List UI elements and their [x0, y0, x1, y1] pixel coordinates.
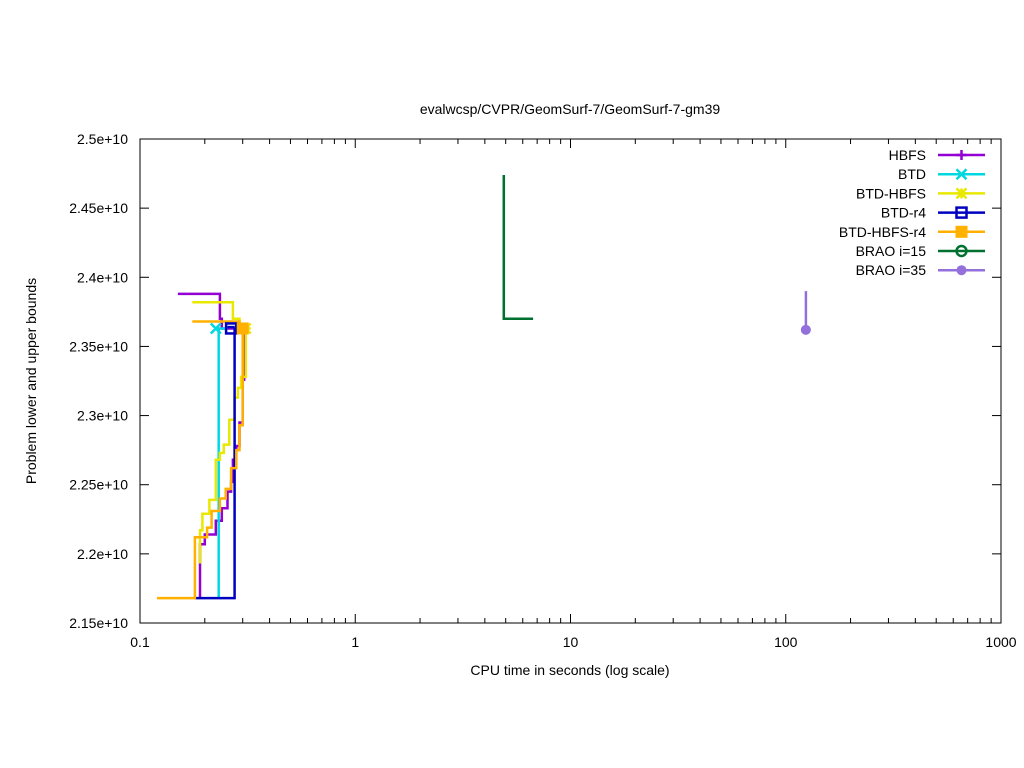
- y-tick-label: 2.45e+10: [69, 200, 128, 216]
- x-tick-label: 1000: [985, 634, 1016, 650]
- data-point: [224, 322, 238, 335]
- series-lower-bound-line: [198, 328, 246, 599]
- legend-label: BTD-r4: [881, 205, 926, 221]
- series-brao-i-15: [502, 175, 534, 321]
- legend-item: BTD: [898, 166, 985, 182]
- legend-label: BRAO i=15: [856, 243, 927, 259]
- x-tick-label: 0.1: [130, 634, 150, 650]
- y-axis-label: Problem lower and upper bounds: [23, 278, 39, 484]
- legend-item: HBFS: [889, 147, 985, 163]
- legend-item: BTD-HBFS: [856, 185, 985, 201]
- y-tick-label: 2.3e+10: [77, 408, 128, 424]
- legend-label: BTD-HBFS-r4: [839, 224, 926, 240]
- y-tick-label: 2.25e+10: [69, 477, 128, 493]
- x-tick-label: 1: [351, 634, 359, 650]
- legend-marker: [956, 150, 967, 160]
- chart-title: evalwcsp/CVPR/GeomSurf-7/GeomSurf-7-gm39: [420, 101, 721, 117]
- y-tick-label: 2.5e+10: [77, 131, 128, 147]
- series-upper-bound-line: [502, 175, 534, 321]
- y-tick-label: 2.2e+10: [77, 546, 128, 562]
- legend-label: HBFS: [889, 147, 926, 163]
- legend-marker: [955, 206, 968, 219]
- legend-marker: [955, 225, 968, 238]
- series-lower-bound-line: [198, 328, 248, 564]
- series-btd: [215, 327, 228, 599]
- x-tick-label: 100: [774, 634, 798, 650]
- plot-frame: [139, 138, 1002, 624]
- legend-marker: [955, 244, 968, 258]
- legend-item: BRAO i=15: [856, 243, 985, 259]
- legend-label: BRAO i=35: [856, 262, 927, 278]
- y-tick-label: 2.35e+10: [69, 338, 128, 354]
- data-point: [236, 322, 249, 335]
- legend-marker: [955, 187, 968, 200]
- series: [157, 175, 808, 600]
- series-btd-r4: [194, 325, 236, 600]
- y-tick-label: 2.4e+10: [77, 269, 128, 285]
- legend-item: BTD-HBFS-r4: [839, 224, 985, 240]
- legend: HBFS BTD BTD-HBFS BTD-r4 BTD-HBFS-r4 BRAO i=1…: [839, 147, 985, 278]
- x-tick-label: 10: [563, 634, 579, 650]
- legend-marker: [955, 168, 968, 181]
- series-lower-bound-line: [194, 327, 236, 600]
- ticks: 2.15e+10 2.2e+10 2.25e+10 2.3e+10 2.35e+10 2.…: [69, 131, 1017, 650]
- legend-marker: [956, 265, 967, 276]
- legend-label: BTD: [898, 166, 926, 182]
- markers: [209, 322, 811, 335]
- legend-label: BTD-HBFS: [856, 185, 926, 201]
- legend-item: BTD-r4: [881, 205, 985, 221]
- x-axis-label: CPU time in seconds (log scale): [470, 662, 669, 678]
- y-tick-label: 2.15e+10: [69, 615, 128, 631]
- series-lower-bound-line: [157, 328, 244, 600]
- data-point: [800, 324, 811, 335]
- data-point: [209, 322, 222, 335]
- legend-item: BRAO i=35: [856, 262, 985, 278]
